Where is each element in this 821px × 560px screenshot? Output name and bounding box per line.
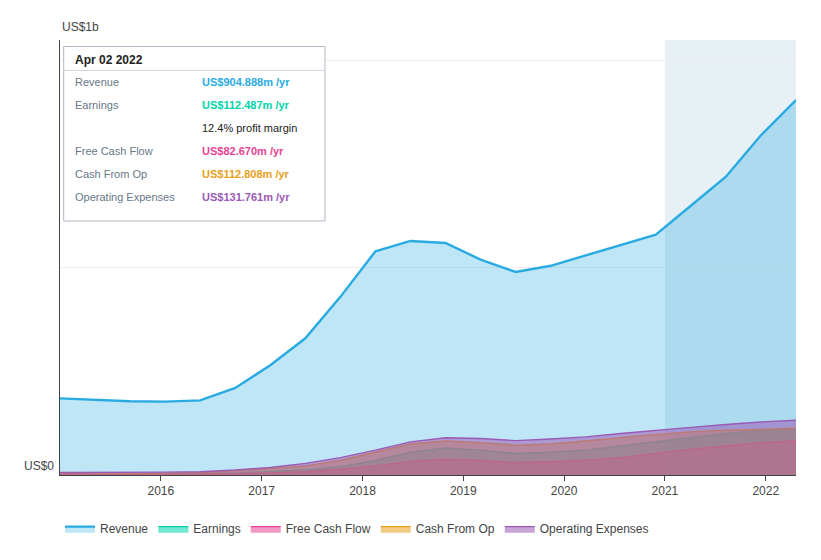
svg-text:Operating Expenses: Operating Expenses <box>75 191 175 203</box>
svg-text:Cash From Op: Cash From Op <box>416 522 495 536</box>
svg-text:US$904.888m /yr: US$904.888m /yr <box>202 76 290 88</box>
svg-text:US$131.761m /yr: US$131.761m /yr <box>202 191 290 203</box>
svg-text:2020: 2020 <box>551 484 578 498</box>
svg-text:2017: 2017 <box>248 484 275 498</box>
svg-text:Earnings: Earnings <box>75 99 119 111</box>
svg-text:US$112.808m /yr: US$112.808m /yr <box>202 168 290 180</box>
svg-text:US$1b: US$1b <box>62 20 99 34</box>
svg-text:US$82.670m /yr: US$82.670m /yr <box>202 145 284 157</box>
svg-text:Free Cash Flow: Free Cash Flow <box>286 522 371 536</box>
svg-text:Revenue: Revenue <box>100 522 148 536</box>
svg-text:2016: 2016 <box>147 484 174 498</box>
svg-text:US$112.487m /yr: US$112.487m /yr <box>202 99 290 111</box>
svg-text:2018: 2018 <box>349 484 376 498</box>
svg-text:2019: 2019 <box>450 484 477 498</box>
svg-text:12.4% profit margin: 12.4% profit margin <box>202 122 297 134</box>
svg-text:2021: 2021 <box>652 484 679 498</box>
svg-text:Apr 02 2022: Apr 02 2022 <box>75 53 143 67</box>
svg-text:Cash From Op: Cash From Op <box>75 168 147 180</box>
svg-text:Revenue: Revenue <box>75 76 119 88</box>
svg-text:US$0: US$0 <box>24 459 54 473</box>
svg-text:Earnings: Earnings <box>193 522 240 536</box>
svg-text:2022: 2022 <box>752 484 779 498</box>
svg-text:Free Cash Flow: Free Cash Flow <box>75 145 153 157</box>
svg-text:Operating Expenses: Operating Expenses <box>540 522 649 536</box>
